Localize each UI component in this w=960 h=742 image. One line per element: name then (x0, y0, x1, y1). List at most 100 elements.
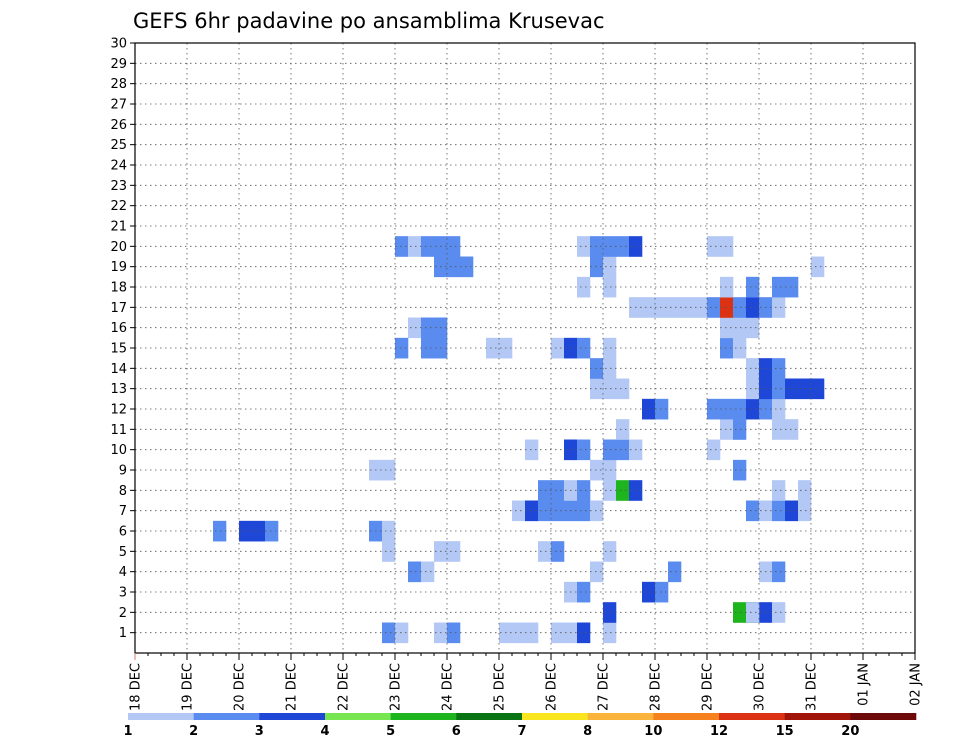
heatmap-cell (785, 500, 799, 522)
heatmap-cell (616, 480, 630, 501)
heatmap-cell (577, 337, 591, 359)
y-tick-label: 5 (119, 545, 127, 560)
colorbar-swatch (850, 713, 917, 720)
colorbar-swatch (719, 713, 785, 720)
heatmap-cell (772, 358, 786, 379)
heatmap-cell (733, 398, 747, 420)
heatmap-cell (681, 297, 695, 318)
heatmap-cell (720, 276, 734, 298)
x-tick-label: 22 DEC (337, 663, 352, 711)
x-tick-label: 26 DEC (545, 663, 560, 711)
x-tick-label: 01 JAN (857, 663, 872, 706)
heatmap-cell (447, 622, 461, 644)
y-tick-label: 17 (110, 301, 127, 316)
y-tick-label: 26 (110, 118, 127, 133)
heatmap-cell (785, 276, 799, 298)
colorbar-label: 3 (255, 724, 264, 739)
heatmap-cell (772, 500, 786, 522)
heatmap-cell (382, 622, 396, 644)
heatmap-cell (421, 561, 435, 583)
heatmap-cell (668, 297, 682, 318)
heatmap-cell (772, 602, 786, 623)
heatmap-cell (798, 378, 812, 400)
heatmap-cell (447, 256, 461, 278)
colorbar-swatch (653, 713, 720, 720)
heatmap-cell (720, 398, 734, 420)
heatmap-cell (265, 520, 279, 542)
heatmap-cell (720, 236, 734, 257)
heatmap-cell (616, 439, 630, 461)
colorbar-label: 12 (710, 724, 728, 739)
x-tick-label: 02 JAN (909, 663, 924, 706)
colorbar-label: 15 (776, 724, 794, 739)
heatmap-cell (408, 236, 422, 257)
heatmap-cell (746, 358, 760, 379)
x-tick-label: 25 DEC (493, 663, 508, 711)
x-tick-label: 30 DEC (753, 663, 768, 711)
colorbar-label: 20 (841, 724, 859, 739)
heatmap-cell (538, 500, 552, 522)
heatmap-cell (213, 520, 227, 542)
y-tick-label: 3 (119, 586, 127, 601)
heatmap-cell (798, 480, 812, 501)
heatmap-cell (720, 297, 734, 318)
colorbar-swatch (325, 713, 391, 720)
heatmap-cell (603, 337, 617, 359)
heatmap-cell (616, 378, 630, 400)
heatmap-cell (525, 500, 539, 522)
heatmap-cell (577, 622, 591, 644)
heatmap-cell (603, 480, 617, 501)
heatmap-cell (733, 337, 747, 359)
heatmap-cell (382, 459, 396, 481)
heatmap-cell (733, 317, 747, 339)
heatmap-cell (616, 236, 630, 257)
heatmap-cell (447, 541, 461, 562)
heatmap-cell (538, 541, 552, 562)
y-tick-label: 4 (119, 565, 127, 580)
heatmap-cell (525, 439, 539, 461)
heatmap-cell (577, 439, 591, 461)
y-tick-label: 20 (110, 240, 127, 255)
colorbar-label: 5 (386, 724, 395, 739)
colorbar-swatch (456, 713, 523, 720)
y-tick-label: 16 (110, 321, 127, 336)
heatmap-cell (577, 276, 591, 298)
x-tick-label: 29 DEC (701, 663, 716, 711)
heatmap-cell (603, 541, 617, 562)
heatmap-cell (733, 419, 747, 440)
y-tick-label: 13 (110, 382, 127, 397)
heatmap-cell (382, 541, 396, 562)
heatmap-cell (772, 378, 786, 400)
heatmap-cell (642, 398, 656, 420)
y-tick-label: 23 (110, 179, 127, 194)
heatmap-cell (538, 480, 552, 501)
heatmap-cell (772, 276, 786, 298)
heatmap-cell (655, 581, 669, 603)
heatmap-cell (746, 500, 760, 522)
heatmap-cell (395, 622, 409, 644)
colorbar-swatch (784, 713, 851, 720)
heatmap-cell (590, 236, 604, 257)
x-tick-label: 24 DEC (441, 663, 456, 711)
y-tick-label: 9 (119, 464, 127, 479)
heatmap-cell (733, 602, 747, 623)
heatmap-cell (577, 581, 591, 603)
heatmap-cell (733, 297, 747, 318)
heatmap-cell (616, 419, 630, 440)
colorbar-label: 10 (644, 724, 662, 739)
heatmap-cell (408, 317, 422, 339)
heatmap-cell (733, 459, 747, 481)
heatmap-cell (746, 317, 760, 339)
y-tick-label: 19 (110, 260, 127, 275)
heatmap-cell (707, 236, 721, 257)
heatmap-cell (421, 337, 435, 359)
heatmap-cell (590, 561, 604, 583)
heatmap-cell (512, 622, 526, 644)
y-tick-label: 29 (110, 57, 127, 72)
heatmap-cell (720, 317, 734, 339)
heatmap-cell (707, 398, 721, 420)
y-tick-label: 1 (119, 626, 127, 641)
heatmap-cell (551, 622, 565, 644)
heatmap-cell (447, 236, 461, 257)
colorbar-label: 2 (189, 724, 198, 739)
